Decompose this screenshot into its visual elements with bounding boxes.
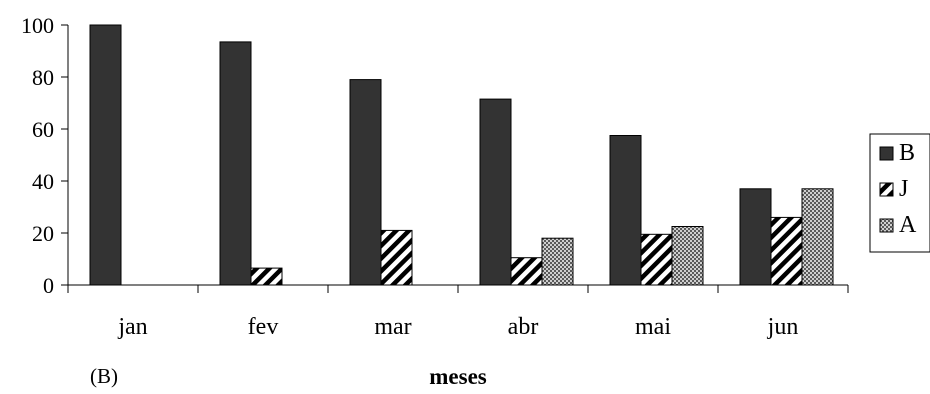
category-label: mai <box>635 314 671 340</box>
bar-a-abr <box>541 237 574 286</box>
legend-swatch-a <box>879 218 894 233</box>
y-tick-label: 100 <box>21 13 54 38</box>
bar-a-mai <box>671 226 704 286</box>
category-label: abr <box>508 314 539 340</box>
y-tick-label: 80 <box>32 65 54 90</box>
category-label: jan <box>117 314 147 340</box>
y-tick-label: 60 <box>32 117 54 142</box>
x-axis-title: meses <box>429 364 487 389</box>
chart-axes <box>61 24 849 293</box>
category-label: mar <box>374 314 411 340</box>
bar-j-mar <box>380 229 413 286</box>
chart-category-labels: jan fev mar abr mai jun <box>117 314 798 340</box>
chart-bars <box>89 24 834 286</box>
y-tick-label: 20 <box>32 221 54 246</box>
legend-label-j: J <box>899 176 908 202</box>
legend-swatch-b <box>879 146 894 161</box>
bar-b-mai <box>609 135 642 286</box>
bar-b-jan <box>89 24 122 286</box>
bar-j-abr <box>510 257 543 286</box>
bar-b-jun <box>739 188 772 286</box>
y-tick-label: 40 <box>32 169 54 194</box>
category-label: fev <box>248 314 279 340</box>
legend-label-b: B <box>899 140 915 166</box>
bar-j-mai <box>640 233 673 286</box>
bar-a-jun <box>801 188 834 286</box>
legend-label-a: A <box>899 212 917 238</box>
legend-swatch-j <box>879 182 894 197</box>
panel-label: (B) <box>90 364 118 388</box>
bar-j-fev <box>250 267 283 286</box>
bar-b-abr <box>479 98 512 286</box>
legend: BJA <box>869 133 930 253</box>
bar-j-jun <box>770 216 803 286</box>
bar-b-mar <box>349 79 382 286</box>
y-tick-label: 0 <box>43 273 54 298</box>
bar-b-fev <box>219 41 252 286</box>
chart-tick-labels: 0 20 40 60 80 100 <box>21 13 54 298</box>
category-label: jun <box>767 314 799 340</box>
